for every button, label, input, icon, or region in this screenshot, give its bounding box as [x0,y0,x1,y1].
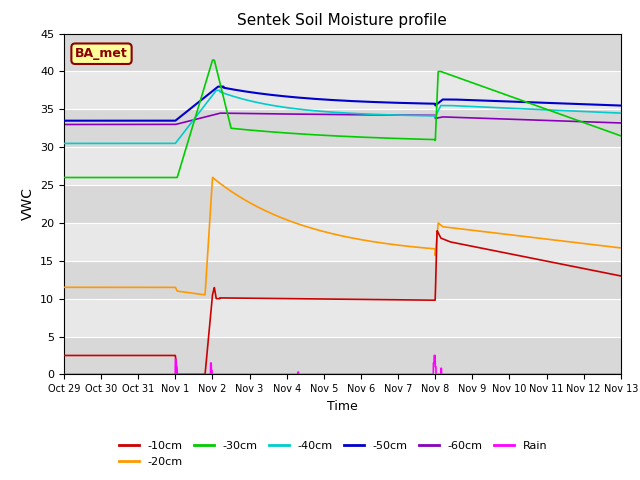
Bar [64,261,621,299]
Bar [64,147,621,185]
Bar [64,185,621,223]
Bar [64,34,621,72]
Title: Sentek Soil Moisture profile: Sentek Soil Moisture profile [237,13,447,28]
Bar [64,72,621,109]
Legend: -10cm, -20cm, -30cm, -40cm, -50cm, -60cm, Rain: -10cm, -20cm, -30cm, -40cm, -50cm, -60cm… [114,437,552,471]
Bar [64,299,621,336]
X-axis label: Time: Time [327,400,358,413]
Bar [64,223,621,261]
Y-axis label: VWC: VWC [20,188,35,220]
Bar [64,336,621,374]
Text: BA_met: BA_met [75,47,128,60]
Bar [64,109,621,147]
